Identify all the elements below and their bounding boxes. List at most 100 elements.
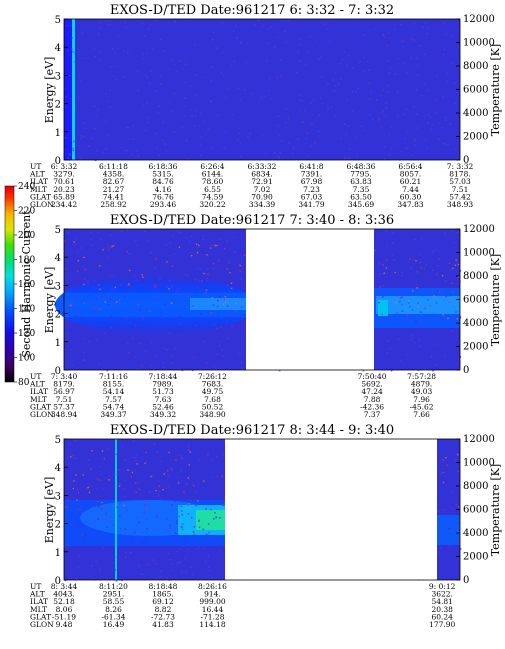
speckle-dot	[410, 350, 413, 353]
speckle-dot	[417, 306, 419, 308]
speckle-dot	[191, 115, 193, 117]
speckle-dot	[445, 457, 447, 459]
speckle-dot	[112, 524, 115, 526]
speckle-dot	[330, 105, 333, 108]
speckle-dot	[200, 329, 202, 332]
speckle-dot	[457, 558, 459, 560]
speckle-dot	[135, 279, 138, 281]
speckle-dot	[86, 513, 89, 516]
speckle-dot	[67, 231, 70, 234]
speckle-dot	[247, 136, 249, 138]
speckle-dot	[381, 134, 383, 137]
speckle-dot	[137, 303, 140, 306]
speckle-dot	[425, 139, 427, 142]
speckle-dot	[211, 297, 214, 299]
speckle-dot	[297, 138, 299, 140]
speckle-dot	[184, 115, 187, 117]
speckle-dot	[157, 111, 159, 114]
speckle-dot	[179, 561, 181, 564]
ephemeris-value: 3622.	[431, 590, 452, 599]
speckle-dot	[205, 362, 208, 364]
speckle-dot	[101, 540, 104, 543]
speckle-dot	[407, 301, 410, 304]
speckle-dot	[444, 354, 447, 357]
speckle-dot	[337, 105, 340, 107]
speckle-dot	[219, 320, 221, 323]
speckle-dot	[75, 577, 78, 580]
speckle-dot	[82, 474, 85, 476]
temperature-tick-label: 12000	[463, 434, 495, 445]
speckle-dot	[187, 446, 190, 448]
speckle-dot	[212, 263, 215, 265]
speckle-dot	[74, 315, 76, 317]
speckle-dot	[103, 457, 105, 460]
speckle-dot	[407, 130, 409, 133]
speckle-dot	[381, 355, 384, 358]
speckle-dot	[237, 87, 240, 90]
speckle-dot	[141, 316, 144, 318]
speckle-dot	[401, 45, 404, 48]
speckle-dot	[423, 53, 426, 56]
speckle-dot	[85, 534, 88, 536]
speckle-dot	[136, 244, 139, 246]
speckle-dot	[223, 501, 225, 504]
ephemeris-value: 72.91	[251, 177, 272, 186]
speckle-dot	[110, 243, 112, 245]
speckle-dot	[132, 287, 135, 289]
speckle-dot	[324, 140, 327, 142]
speckle-dot	[427, 114, 429, 116]
speckle-dot	[183, 248, 186, 251]
speckle-dot	[180, 571, 183, 573]
speckle-dot	[79, 75, 81, 78]
speckle-dot	[66, 502, 69, 504]
speckle-dot	[169, 280, 171, 282]
speckle-dot	[125, 552, 127, 554]
speckle-dot	[177, 286, 180, 289]
speckle-dot	[373, 294, 376, 297]
speckle-dot	[193, 356, 196, 359]
speckle-dot	[135, 320, 137, 323]
speckle-dot	[76, 250, 79, 253]
speckle-dot	[188, 552, 191, 555]
speckle-dot	[451, 71, 454, 74]
speckle-dot	[171, 266, 174, 269]
panel-3-y2label: Temperature [K]	[489, 464, 502, 556]
speckle-dot	[79, 518, 82, 521]
speckle-dot	[83, 350, 86, 353]
speckle-dot	[444, 119, 447, 121]
ephemeris-value: 8: 3:44	[51, 582, 78, 591]
speckle-dot	[436, 289, 438, 292]
speckle-dot	[98, 34, 100, 36]
speckle-dot	[156, 146, 158, 149]
speckle-dot	[78, 555, 80, 558]
speckle-dot	[249, 132, 251, 135]
speckle-dot	[168, 552, 170, 555]
speckle-dot	[429, 128, 432, 131]
speckle-dot	[311, 125, 313, 128]
speckle-dot	[433, 363, 436, 366]
speckle-dot	[450, 62, 453, 64]
speckle-dot	[282, 66, 285, 69]
speckle-dot	[231, 324, 233, 327]
speckle-dot	[332, 79, 335, 81]
ephemeris-value: 7: 3:32	[447, 162, 474, 171]
speckle-dot	[441, 126, 444, 129]
speckle-dot	[200, 313, 202, 315]
speckle-dot	[213, 237, 216, 239]
speckle-dot	[81, 534, 83, 536]
speckle-dot	[100, 238, 103, 240]
speckle-dot	[125, 40, 128, 43]
speckle-dot	[334, 71, 337, 73]
speckle-dot	[186, 483, 188, 485]
panel-3-vertical-line	[115, 439, 117, 580]
speckle-dot	[327, 28, 329, 31]
speckle-dot	[209, 569, 211, 572]
speckle-dot	[159, 576, 161, 579]
speckle-dot	[126, 150, 128, 152]
speckle-dot	[102, 249, 104, 251]
speckle-dot	[158, 485, 161, 487]
speckle-dot	[391, 254, 394, 257]
speckle-dot	[76, 499, 78, 501]
speckle-dot	[67, 498, 69, 501]
